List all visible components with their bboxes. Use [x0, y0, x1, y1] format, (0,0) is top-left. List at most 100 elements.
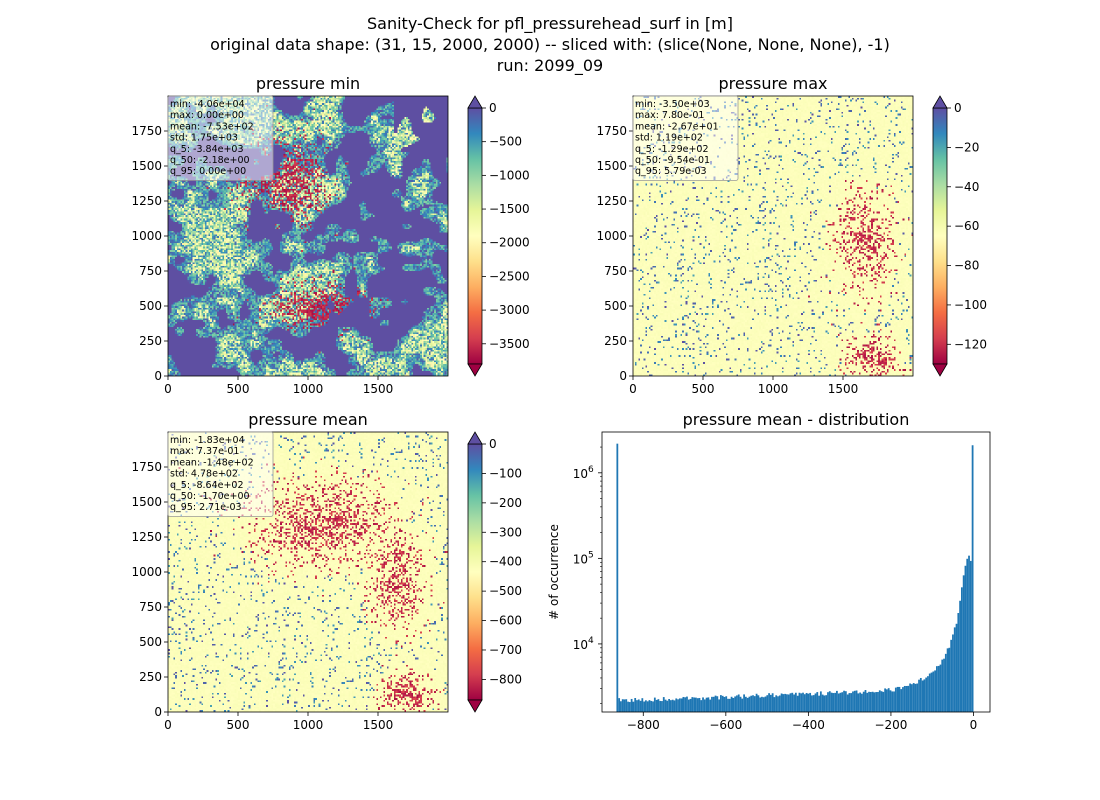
histogram-bar [886, 689, 888, 712]
histogram-bar [768, 693, 770, 712]
histogram-bar [691, 697, 694, 712]
histogram-bar [859, 692, 862, 712]
histogram-bar [921, 680, 924, 712]
histogram-bar [871, 691, 874, 712]
histogram-bar [636, 700, 638, 712]
histogram-bar [694, 697, 697, 712]
histogram-bar [869, 691, 872, 712]
histogram-bar [648, 700, 651, 712]
histogram-bar [646, 701, 649, 712]
colorbar-tick-label: −700 [489, 643, 522, 657]
histogram-bar [737, 694, 740, 712]
histogram-bar [832, 693, 835, 712]
histogram-bar [889, 690, 892, 712]
histogram-bar [802, 692, 804, 712]
colorbar-tick-label: −1000 [489, 168, 530, 182]
histogram-bar [689, 698, 692, 712]
stats-line: q_5: -8.64e+02 [170, 480, 244, 491]
histogram-bar [925, 677, 928, 712]
colorbar-tick-label: −3500 [489, 337, 530, 351]
histogram-bar [618, 698, 621, 712]
histogram-bar [723, 696, 726, 712]
colorbar-tick-label: −800 [489, 672, 522, 686]
colorbar-tick-label: −3000 [489, 303, 530, 317]
histogram-bar [744, 696, 747, 712]
y-tick-label: 750 [604, 264, 627, 278]
histogram-bar [769, 694, 772, 712]
heatmap-panel-2 [629, 95, 951, 380]
histogram-bar [844, 691, 847, 712]
histogram-bar [639, 700, 642, 712]
panel-title: pressure mean - distribution [683, 410, 910, 429]
histogram-bar [777, 696, 779, 712]
histogram-panel [598, 431, 991, 716]
histogram-bar [907, 685, 910, 712]
histogram-bar [811, 695, 813, 712]
histogram-bar [773, 697, 776, 712]
histogram-bar [923, 679, 926, 712]
figure-title-line-1: Sanity-Check for pfl_pressurehead_surf i… [367, 14, 733, 33]
histogram-bar [816, 692, 819, 712]
stats-line: min: -4.06e+04 [170, 99, 245, 110]
histogram-bar [712, 696, 715, 712]
histogram-bar [827, 692, 829, 712]
x-tick-label: 1000 [293, 718, 324, 732]
colorbar-extend-bottom [932, 363, 948, 377]
histogram-bar [655, 699, 658, 712]
stats-line: min: -3.50e+03 [635, 99, 710, 110]
stats-line: max: 0.00e+00 [170, 110, 244, 121]
colorbar-tick-label: −600 [489, 614, 522, 628]
histogram-bar [821, 694, 824, 712]
y-tick-label: 1750 [131, 460, 162, 474]
stats-box [167, 95, 274, 181]
histogram-bar [837, 693, 840, 712]
colorbar-extend-top [467, 95, 483, 109]
histogram-bar [898, 686, 901, 712]
colorbar-tick-label: −80 [954, 259, 979, 273]
histogram-bar [650, 700, 653, 712]
y-tick-label: 1250 [131, 194, 162, 208]
histogram-bar [755, 693, 758, 712]
histogram-bar [730, 696, 733, 712]
histogram-bar [928, 673, 931, 712]
histogram-bar [686, 696, 688, 712]
y-tick-label: 500 [139, 635, 162, 649]
y-tick-label: 500 [139, 299, 162, 313]
histogram-bar [934, 670, 936, 712]
histogram-bar [759, 697, 762, 712]
y-tick-label: 1250 [131, 530, 162, 544]
histogram-bar [798, 692, 801, 712]
figure-title-line-2: original data shape: (31, 15, 2000, 2000… [210, 35, 890, 54]
histogram-bar [914, 683, 917, 712]
histogram-bar [823, 695, 826, 712]
histogram-bar [671, 699, 674, 712]
histogram-bar [966, 558, 969, 712]
y-tick-label: 0 [154, 705, 162, 719]
histogram-bar [620, 701, 622, 712]
colorbar [467, 107, 483, 365]
histogram-bar [757, 695, 760, 712]
stats-line: mean: -2.67e+01 [635, 121, 719, 132]
histogram-bar [653, 697, 656, 712]
colorbar-tick-label: −400 [489, 555, 522, 569]
y-tick-label: 750 [139, 264, 162, 278]
histogram-bar [621, 699, 624, 712]
histogram-bar [652, 701, 654, 712]
histogram-bar [721, 695, 724, 712]
histogram-bar [696, 698, 699, 712]
histogram-bar [761, 696, 763, 712]
histogram-bar [846, 694, 849, 712]
y-tick-label: 1000 [131, 229, 162, 243]
histogram-bar [661, 701, 663, 712]
histogram-bar [855, 690, 858, 712]
histogram-bar [630, 698, 633, 712]
histogram-bar [877, 691, 879, 712]
histogram-bar [868, 691, 870, 712]
histogram-bar [719, 695, 722, 712]
y-tick-exponent: 4 [588, 636, 594, 646]
histogram-bar [766, 695, 769, 712]
histogram-bar [828, 691, 831, 712]
y-tick-label: 250 [139, 334, 162, 348]
y-tick-label: 750 [139, 600, 162, 614]
histogram-bar [711, 696, 713, 712]
